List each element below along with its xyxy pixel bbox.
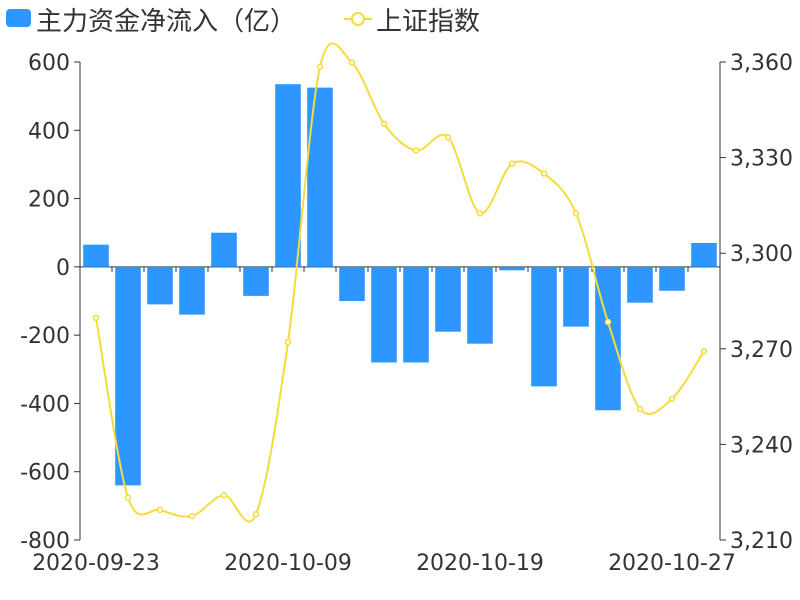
line-point[interactable] (668, 395, 676, 403)
y-left-tick-label: 200 (28, 188, 70, 213)
bar[interactable] (371, 266, 397, 363)
y-right-tick-label: 3,270 (730, 338, 793, 363)
x-tick-label: 2020-10-09 (224, 551, 352, 576)
x-tick-label: 2020-10-19 (416, 551, 544, 576)
line-point[interactable] (476, 210, 484, 217)
line-point[interactable] (380, 120, 388, 128)
y-left-tick-label: -200 (20, 324, 70, 349)
line-point[interactable] (252, 510, 260, 518)
bar[interactable] (499, 266, 525, 271)
legend-swatch-line-marker (351, 12, 365, 26)
legend-label-line: 上证指数 (376, 7, 480, 37)
line-point[interactable] (188, 512, 196, 520)
bar[interactable] (83, 244, 109, 267)
axes: -800 -600 -400 -200 0 200 400 600 3,210 3,240 3,27… (20, 51, 793, 576)
bar[interactable] (691, 242, 717, 267)
y-left-tick-label: 0 (56, 256, 70, 281)
bar[interactable] (179, 266, 205, 315)
line-point[interactable] (412, 147, 420, 154)
bar[interactable] (275, 84, 301, 267)
y-right-tick-label: 3,240 (730, 433, 793, 458)
legend: 主力资金净流入（亿） 上证指数 (6, 7, 480, 37)
y-right-tick-label: 3,360 (730, 51, 793, 76)
bar[interactable] (403, 266, 429, 363)
bar[interactable] (115, 266, 141, 486)
bar[interactable] (563, 266, 589, 327)
line-point[interactable] (700, 348, 708, 355)
y-right-tick-label: 3,300 (730, 242, 793, 267)
bar-series (83, 84, 717, 486)
y-left-tick-label: -600 (20, 461, 70, 486)
x-tick-label: 2020-09-23 (32, 551, 160, 576)
bar[interactable] (659, 266, 685, 291)
y-left-tick-label: 400 (28, 119, 70, 144)
line-point[interactable] (124, 494, 132, 501)
y-left-tick-label: -400 (20, 392, 70, 417)
x-tick-label: 2020-10-27 (608, 551, 736, 576)
bar[interactable] (531, 266, 557, 387)
bar[interactable] (435, 266, 461, 332)
bar[interactable] (467, 266, 493, 344)
y-right-tick-label: 3,330 (730, 147, 793, 172)
legend-swatch-bar[interactable] (6, 9, 31, 27)
line-point[interactable] (220, 491, 228, 499)
line-point[interactable] (156, 506, 164, 514)
bar[interactable] (627, 266, 653, 303)
line-point[interactable] (284, 338, 292, 346)
bar[interactable] (307, 87, 333, 267)
line-point[interactable] (316, 63, 324, 71)
bar[interactable] (211, 232, 237, 267)
bar[interactable] (243, 266, 269, 296)
y-left-tick-label: -800 (20, 529, 70, 554)
line-point[interactable] (92, 314, 100, 322)
line-point[interactable] (348, 59, 356, 66)
line-series (92, 42, 708, 523)
line-point[interactable] (540, 170, 548, 177)
line-point[interactable] (572, 210, 580, 217)
line-point[interactable] (444, 133, 452, 141)
legend-label-bar: 主力资金净流入（亿） (36, 7, 296, 37)
bar[interactable] (147, 266, 173, 305)
line-point[interactable] (636, 405, 644, 413)
y-left-tick-label: 600 (28, 51, 70, 76)
line-point[interactable] (604, 318, 612, 326)
line-point[interactable] (508, 160, 516, 167)
bar[interactable] (339, 266, 365, 301)
y-right-tick-label: 3,210 (730, 529, 793, 554)
